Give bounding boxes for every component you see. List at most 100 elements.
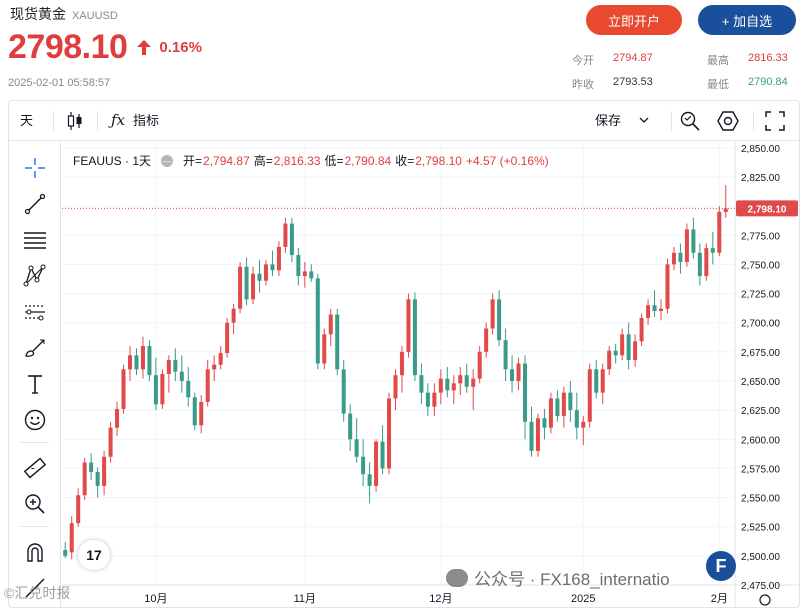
- time-tick-label: 10月: [144, 593, 167, 605]
- price-tick-label: 2,600.00: [741, 435, 780, 446]
- time-tick-label: 2月: [711, 593, 728, 605]
- candle-body: [399, 351, 404, 376]
- candle-body: [205, 369, 210, 402]
- candle-body: [516, 363, 521, 381]
- candle-body: [406, 299, 411, 352]
- fullscreen-icon[interactable]: [765, 111, 785, 131]
- prediction-icon[interactable]: [23, 300, 47, 324]
- candle-body: [665, 264, 670, 309]
- candle-body: [127, 355, 133, 370]
- crosshair-icon[interactable]: [23, 156, 47, 180]
- candle-body: [315, 278, 320, 364]
- candle-body: [374, 441, 379, 486]
- lock-pencil-icon[interactable]: [23, 576, 47, 600]
- candle-body: [335, 314, 340, 370]
- wechat-watermark: 公众号 · FX168_internatio: [446, 565, 670, 590]
- instrument-symbol: XAUUSD: [72, 10, 118, 22]
- eye-icon[interactable]: —: [161, 154, 174, 167]
- candle-body: [147, 346, 152, 376]
- candle-body: [451, 383, 456, 391]
- candle-body: [140, 346, 145, 370]
- candle-body: [581, 421, 586, 428]
- candle-body: [704, 248, 709, 277]
- zoom-in-icon[interactable]: [23, 492, 47, 516]
- fib-lines-icon[interactable]: [23, 228, 47, 252]
- price-tick-label: 2,850.00: [741, 144, 780, 155]
- fx168-logo: F: [706, 551, 736, 581]
- candle-body: [76, 495, 81, 524]
- candle-body: [419, 375, 424, 393]
- candle-body: [458, 375, 463, 384]
- low-label: 最低: [707, 79, 729, 91]
- price-tick-label: 2,650.00: [741, 377, 780, 388]
- candle-body: [69, 523, 74, 553]
- tradingview-logo[interactable]: 17: [78, 540, 110, 570]
- open-account-button[interactable]: 立即开户: [586, 5, 682, 35]
- candle-body: [561, 392, 566, 416]
- candle-body: [490, 299, 495, 329]
- prev-close-value: 2793.53: [613, 76, 653, 88]
- emoji-icon[interactable]: [23, 408, 47, 432]
- quick-search-icon[interactable]: [679, 110, 701, 132]
- add-watchlist-button[interactable]: + 加自选: [698, 5, 796, 35]
- candle-body: [231, 308, 236, 323]
- candle-body: [95, 471, 100, 486]
- candle-body: [251, 273, 256, 300]
- candle-body: [121, 369, 126, 409]
- candle-body: [115, 408, 120, 428]
- candle-body: [270, 264, 275, 271]
- candlestick-icon[interactable]: [66, 111, 84, 131]
- candle-body: [302, 271, 307, 277]
- candle-body: [477, 351, 482, 379]
- candle-body: [134, 355, 139, 370]
- instrument-title: 现货黄金: [10, 6, 66, 22]
- chart-toolbar: 天 ƒx 指标 保存: [9, 101, 799, 141]
- candle-body: [607, 350, 612, 370]
- price-tick-label: 2,550.00: [741, 494, 780, 505]
- legend-high-key: 高=: [253, 154, 273, 168]
- candle-body: [639, 318, 644, 342]
- open-value: 2794.87: [613, 52, 653, 64]
- time-tick-label: 12月: [429, 593, 452, 605]
- axis-settings-icon: [759, 594, 771, 606]
- price-chart[interactable]: 2,850.002,825.002,800.002,775.002,750.00…: [9, 101, 799, 607]
- candle-body: [348, 413, 353, 440]
- last-price-label: 2,798.10: [748, 204, 787, 215]
- gear-hexagon-icon[interactable]: [717, 110, 739, 132]
- save-button[interactable]: 保存: [595, 110, 649, 129]
- candle-body: [503, 340, 508, 370]
- text-icon[interactable]: [23, 372, 47, 396]
- candle-body: [179, 371, 184, 381]
- price-tick-label: 2,725.00: [741, 290, 780, 301]
- fx-icon: ƒx: [111, 110, 126, 129]
- candle-body: [186, 380, 191, 398]
- candle-body: [244, 266, 249, 300]
- indicators-label: 指标: [133, 113, 160, 128]
- legend-high-value: 2,816.33: [273, 153, 321, 168]
- candle-body: [192, 397, 197, 426]
- candle-body: [710, 248, 715, 253]
- quote-header: 现货黄金 XAUUSD 2798.10 0.16% 2025-02-01 05:…: [0, 0, 804, 96]
- candle-body: [523, 363, 528, 422]
- ruler-icon[interactable]: [23, 456, 47, 480]
- brush-icon[interactable]: [23, 336, 47, 360]
- magnet-icon[interactable]: [23, 540, 47, 564]
- price-tick-label: 2,500.00: [741, 552, 780, 563]
- candle-body: [723, 208, 728, 212]
- time-tick-label: 11月: [294, 593, 316, 605]
- candle-body: [633, 341, 638, 361]
- candle-body: [63, 550, 68, 556]
- title-row: 现货黄金 XAUUSD: [10, 4, 118, 24]
- price-tick-label: 2,625.00: [741, 406, 780, 417]
- pattern-icon[interactable]: [23, 264, 47, 288]
- candle-body: [484, 328, 489, 352]
- quote-timestamp: 2025-02-01 05:58:57: [8, 77, 111, 89]
- trend-line-icon[interactable]: [23, 192, 47, 216]
- legend-change: +4.57 (+0.16%): [465, 153, 549, 168]
- candle-body: [594, 369, 599, 393]
- interval-button[interactable]: 天: [20, 113, 34, 128]
- candle-body: [283, 223, 288, 247]
- candle-body: [82, 462, 87, 496]
- indicators-button[interactable]: ƒx 指标: [111, 110, 159, 129]
- candle-body: [438, 378, 443, 393]
